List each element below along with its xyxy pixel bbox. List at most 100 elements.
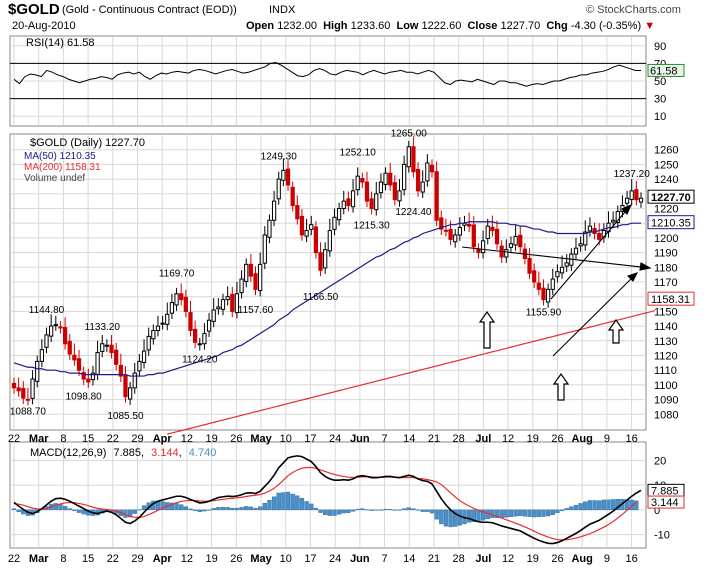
price-candle-up	[341, 200, 346, 209]
x-tick-label-price: 19	[206, 433, 218, 445]
macd-histogram-bar	[564, 508, 569, 511]
price-candle-up	[90, 372, 96, 381]
macd-histogram-bar	[211, 508, 216, 511]
price-candle-up	[304, 230, 309, 237]
macd-panel-frame	[9, 441, 647, 549]
price-y-tick-label: 1140	[654, 321, 678, 333]
quote-line: Open 1232.00 High 1233.60 Low 1222.60 Cl…	[246, 20, 655, 32]
hollow-up-arrow-2	[552, 372, 570, 401]
price-annotation-label: 1098.80	[66, 392, 103, 403]
macd-legend-sep: ,	[141, 447, 144, 459]
price-candle-up	[104, 344, 110, 347]
macd-histogram-bar	[508, 509, 514, 517]
x-tick-label-price: 26	[230, 433, 242, 445]
macd-histogram-bar	[420, 509, 425, 512]
macd-histogram-bar	[327, 509, 332, 516]
macd-histogram-bar	[541, 509, 546, 517]
price-candle-down	[434, 171, 439, 221]
price-candle-up	[504, 249, 509, 258]
macd-histogram-bar	[81, 509, 86, 515]
macd-histogram-bar	[183, 506, 188, 511]
price-candle-up	[160, 322, 165, 325]
price-candle-up	[578, 243, 583, 247]
macd-histogram-bar	[230, 507, 235, 511]
price-annotation-label: 1133.20	[85, 322, 121, 333]
price-candle-up	[151, 330, 156, 340]
price-candle-down	[285, 168, 291, 186]
x-tick-label-macd: May	[250, 553, 272, 565]
price-candle-up	[615, 210, 620, 224]
price-annotation-label: 1265.00	[391, 128, 428, 139]
macd-line	[13, 455, 642, 545]
close-label: Close	[467, 20, 498, 32]
price-y-tick-label: 1170	[654, 277, 678, 289]
price-candle-down	[346, 198, 351, 207]
price-candle-up	[225, 296, 230, 301]
macd-histogram-bar	[457, 509, 463, 526]
price-annotation-label: 1215.30	[354, 220, 391, 231]
price-y-tick-label: 1090	[654, 395, 678, 407]
macd-histogram-bar	[225, 507, 230, 511]
trendline-lower-arrowhead	[626, 272, 639, 282]
price-tag-label: 1227.70	[651, 192, 691, 204]
macd-histogram-bar	[522, 509, 528, 517]
x-tick-label-price: 21	[428, 433, 440, 445]
price-candle-up	[234, 293, 240, 314]
macd-histogram-bar	[397, 509, 402, 511]
macd-histogram-bar	[244, 506, 249, 511]
rsi-y-tick-label: 90	[654, 41, 666, 53]
price-candle-up	[420, 181, 425, 193]
ticker-description: (Gold - Continuous Contract (EOD))	[62, 4, 237, 16]
macd-histogram-bar	[378, 509, 384, 511]
price-y-tick-label: 1130	[654, 336, 678, 348]
quote-date: 20-Aug-2010	[12, 20, 76, 32]
price-candle-down	[439, 217, 444, 230]
price-candle-up	[564, 262, 569, 267]
price-annotation-label: 1144.80	[29, 305, 65, 316]
price-candle-up	[137, 360, 142, 372]
price-candle-up	[271, 200, 277, 221]
price-candle-up	[355, 175, 360, 191]
price-candle-up	[220, 299, 226, 310]
macd-histogram-bar	[137, 509, 142, 511]
price-y-tick-label: 1220	[654, 204, 678, 216]
price-candle-down	[81, 372, 86, 380]
rsi-y-tick-label: 30	[654, 94, 666, 106]
price-annotation-label: 1155.90	[526, 308, 562, 319]
price-candle-down	[313, 226, 319, 254]
macd-histogram-bar	[634, 500, 639, 511]
price-candle-down	[183, 296, 188, 312]
macd-tag-box	[647, 495, 685, 509]
price-candle-up	[587, 225, 593, 232]
x-tick-label-price: 12	[181, 433, 193, 445]
price-y-tick-label: 1190	[654, 248, 678, 260]
price-annotation-label: 1224.40	[395, 207, 432, 218]
macd-histogram-bar	[499, 509, 504, 518]
x-tick-label-price: 9	[604, 433, 610, 445]
macd-signal-line	[13, 466, 637, 541]
price-candle-down	[86, 378, 91, 383]
price-candle-up	[573, 247, 579, 255]
x-tick-label-price: Jun	[350, 433, 370, 445]
macd-tag-label: 7.885	[651, 485, 679, 497]
macd-histogram-bar	[597, 500, 602, 511]
macd-histogram-bar	[323, 509, 328, 516]
trendline-lower	[552, 272, 638, 357]
price-candle-down	[369, 198, 374, 210]
macd-histogram-bar	[290, 493, 295, 511]
price-candle-down	[295, 205, 300, 220]
macd-histogram-bar	[276, 492, 281, 511]
x-tick-label-price: 22	[8, 433, 20, 445]
price-legend-ma200: MA(200) 1158.31	[24, 162, 101, 173]
macd-histogram-bar	[313, 507, 319, 511]
x-tick-label-price: Aug	[571, 433, 592, 445]
macd-y-tick-label: -10	[654, 530, 670, 542]
price-y-tick-label: 1100	[654, 380, 678, 392]
macd-histogram-bar	[476, 509, 481, 522]
price-candle-up	[169, 302, 175, 314]
price-candle-up	[216, 306, 221, 310]
x-tick-label-price: 14	[403, 433, 415, 445]
x-tick-label-macd: 17	[304, 553, 316, 565]
